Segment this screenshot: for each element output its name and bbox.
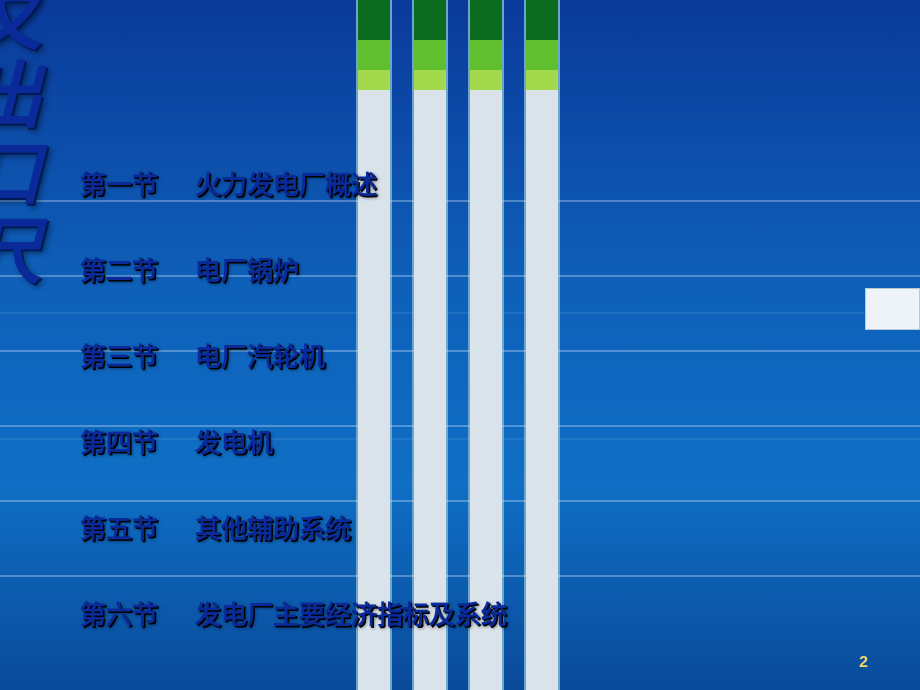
toc-item: 第六节 发电厂主要经济指标及系统	[80, 595, 600, 632]
toc-title: 其他辅助系统	[195, 509, 351, 546]
vtitle-char: 夂	[0, 0, 60, 58]
slide: 夂 出 口 尺 第一节 火力发电厂概述 第二节 电厂锅炉 第三节 电厂汽轮机 第…	[0, 0, 920, 690]
right-block	[865, 288, 920, 330]
toc-title: 发电厂主要经济指标及系统	[195, 595, 507, 632]
page-number: 2	[859, 654, 868, 672]
toc-title: 电厂汽轮机	[195, 337, 325, 374]
toc-item: 第三节 电厂汽轮机	[80, 337, 600, 374]
vtitle-char: 出	[0, 58, 60, 136]
toc-list: 第一节 火力发电厂概述 第二节 电厂锅炉 第三节 电厂汽轮机 第四节 发电机 第…	[80, 165, 600, 681]
toc-item: 第一节 火力发电厂概述	[80, 165, 600, 202]
toc-section: 第六节	[80, 595, 165, 632]
toc-section: 第四节	[80, 423, 165, 460]
toc-section: 第二节	[80, 251, 165, 288]
column-cap	[526, 0, 558, 90]
toc-title: 电厂锅炉	[195, 251, 299, 288]
toc-title: 发电机	[195, 423, 273, 460]
toc-section: 第五节	[80, 509, 165, 546]
column-cap	[358, 0, 390, 90]
vertical-title: 夂 出 口 尺	[0, 0, 60, 292]
toc-item: 第五节 其他辅助系统	[80, 509, 600, 546]
toc-title: 火力发电厂概述	[195, 165, 377, 202]
toc-section: 第一节	[80, 165, 165, 202]
toc-item: 第二节 电厂锅炉	[80, 251, 600, 288]
vtitle-char: 尺	[0, 214, 60, 292]
column-cap	[414, 0, 446, 90]
toc-section: 第三节	[80, 337, 165, 374]
toc-item: 第四节 发电机	[80, 423, 600, 460]
column-cap	[470, 0, 502, 90]
vtitle-char: 口	[0, 136, 60, 214]
